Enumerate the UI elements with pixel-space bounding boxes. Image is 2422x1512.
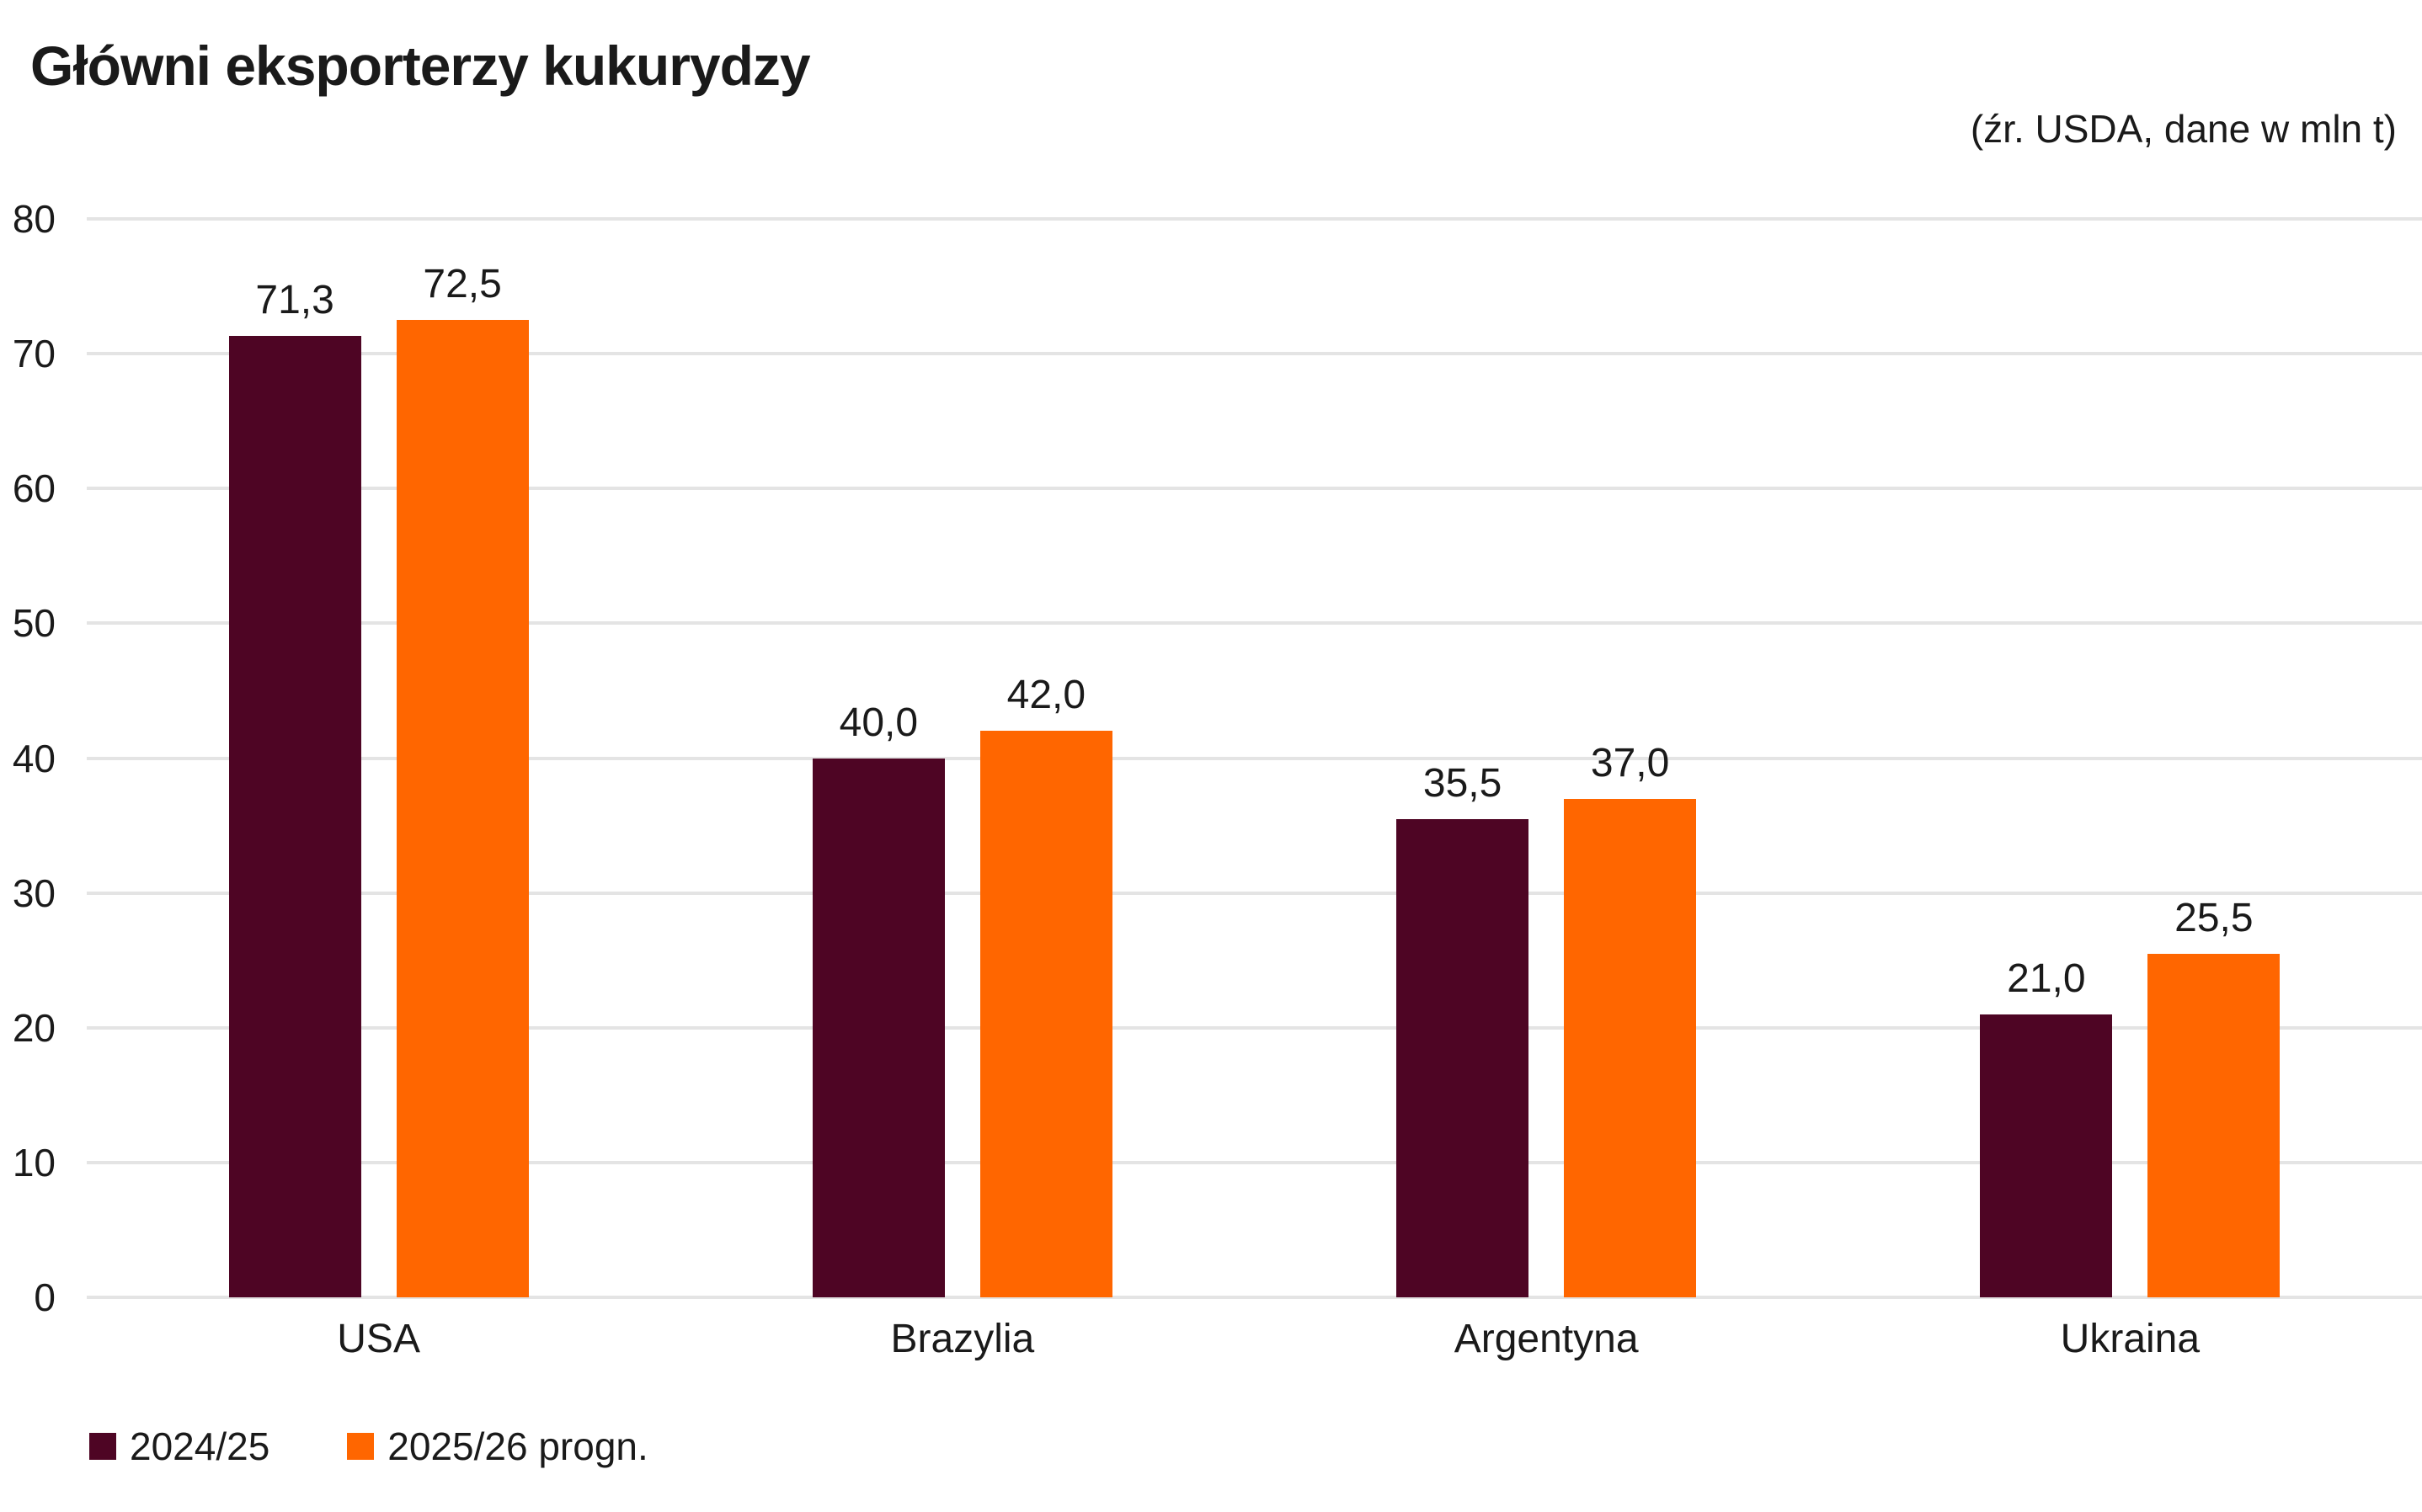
value-label-2024-25-brazylia: 40,0 — [839, 700, 919, 745]
legend: 2024/25 2025/26 progn. — [89, 1424, 648, 1468]
value-label-2025-26-progn-argentyna: 37,0 — [1590, 740, 1670, 785]
bar-2024-25-brazylia — [812, 758, 945, 1297]
legend-swatch-2025-26-progn — [347, 1433, 375, 1460]
y-axis-tick-70: 70 — [12, 332, 56, 376]
value-label-2025-26-progn-brazylia: 42,0 — [1006, 673, 1086, 718]
legend-item-2025-26-progn: 2025/26 progn. — [347, 1424, 648, 1468]
value-label-2024-25-argentyna: 35,5 — [1422, 760, 1502, 806]
legend-swatch-2024-25 — [89, 1433, 116, 1460]
y-axis-tick-50: 50 — [12, 601, 56, 646]
bar-2024-25-argentyna — [1396, 818, 1529, 1297]
gridline-70 — [87, 352, 2422, 356]
gridline-20 — [87, 1025, 2422, 1030]
y-axis-tick-0: 0 — [34, 1275, 56, 1319]
value-label-2025-26-progn-usa: 72,5 — [423, 262, 502, 307]
bar-2025-26-progn-argentyna — [1564, 798, 1697, 1297]
x-axis-label-argentyna: Argentyna — [1454, 1317, 1639, 1361]
gridline-0 — [87, 1296, 2422, 1299]
bar-2025-26-progn-brazylia — [979, 731, 1112, 1297]
gridline-10 — [87, 1160, 2422, 1164]
bar-2025-26-progn-usa — [396, 320, 529, 1297]
gridline-40 — [87, 756, 2422, 760]
legend-item-2024-25: 2024/25 — [89, 1424, 269, 1468]
chart-title: Główni eksporterzy kukurydzy — [30, 35, 811, 97]
gridline-80 — [87, 217, 2422, 221]
y-axis-tick-40: 40 — [12, 736, 56, 780]
value-label-2024-25-ukraina: 21,0 — [2007, 956, 2086, 1001]
value-label-2024-25-usa: 71,3 — [255, 278, 334, 323]
y-axis-tick-60: 60 — [12, 466, 56, 511]
chart-subtitle: (źr. USDA, dane w mln t) — [1970, 107, 2397, 151]
gridline-60 — [87, 487, 2422, 491]
gridline-30 — [87, 891, 2422, 895]
bar-2024-25-usa — [228, 336, 361, 1297]
x-axis-label-ukraina: Ukraina — [2060, 1317, 2201, 1361]
legend-label-2025-26-progn: 2025/26 progn. — [387, 1424, 648, 1468]
y-axis-tick-30: 30 — [12, 870, 56, 915]
y-axis-tick-20: 20 — [12, 1005, 56, 1050]
bar-2024-25-ukraina — [1980, 1014, 2113, 1297]
y-axis-tick-10: 10 — [12, 1140, 56, 1185]
legend-label-2024-25: 2024/25 — [130, 1424, 270, 1468]
x-axis-label-brazylia: Brazylia — [890, 1317, 1035, 1361]
bar-2025-26-progn-ukraina — [2147, 953, 2281, 1297]
y-axis-tick-80: 80 — [12, 197, 56, 241]
value-label-2025-26-progn-ukraina: 25,5 — [2174, 895, 2254, 940]
gridline-50 — [87, 621, 2422, 626]
x-axis-label-usa: USA — [337, 1317, 420, 1361]
